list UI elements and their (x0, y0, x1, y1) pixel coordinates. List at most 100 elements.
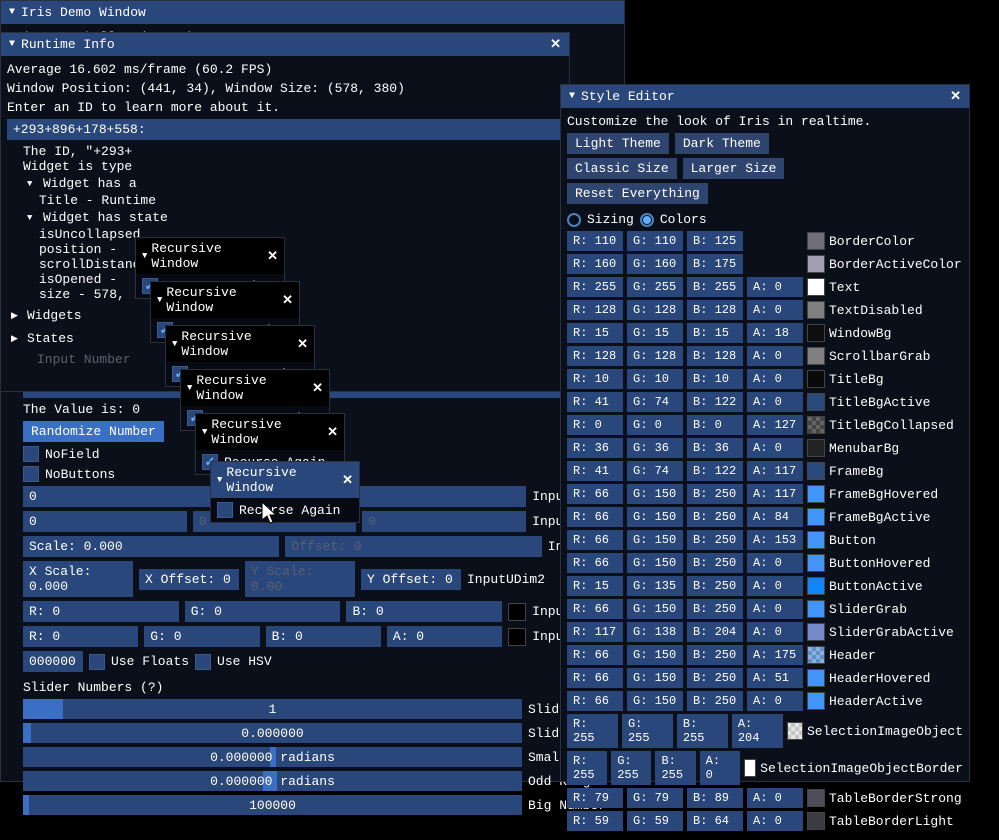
g-field[interactable]: G: 255 (611, 751, 651, 785)
hex-field[interactable]: 000000 (23, 651, 83, 672)
swatch[interactable] (807, 531, 825, 549)
r-field[interactable]: R: 66 (567, 507, 623, 527)
slide-int[interactable]: 1 (23, 699, 522, 719)
g-field[interactable]: G: 135 (627, 576, 683, 596)
nofield-checkbox[interactable] (23, 446, 39, 462)
r-field[interactable]: R: 255 (567, 277, 623, 297)
r-field[interactable]: R: 128 (567, 346, 623, 366)
swatch[interactable] (807, 370, 825, 388)
close-icon[interactable]: ✕ (297, 337, 308, 352)
a-field[interactable]: A: 0 (747, 369, 803, 389)
a-field[interactable]: A: 0 (747, 346, 803, 366)
a-field[interactable]: A: 18 (747, 323, 803, 343)
slide-odd[interactable]: 0.000000 radians (23, 771, 522, 791)
close-icon[interactable]: ✕ (282, 293, 293, 308)
swatch[interactable] (807, 812, 825, 830)
a-field[interactable]: A: 153 (747, 530, 803, 550)
r-field[interactable]: R: 79 (567, 788, 623, 808)
a-field[interactable]: A: 127 (747, 415, 803, 435)
yoffset-field[interactable]: Y Offset: 0 (361, 569, 461, 590)
classic-size-button[interactable]: Classic Size (567, 158, 677, 179)
b-field[interactable]: B: 250 (687, 668, 743, 688)
vec-b-3[interactable]: 0 (362, 511, 526, 532)
runtime-titlebar[interactable]: ▼ Runtime Info ✕ (1, 33, 569, 56)
reset-button[interactable]: Reset Everything (567, 183, 708, 204)
swatch[interactable] (807, 692, 825, 710)
r-field[interactable]: R: 0 (567, 415, 623, 435)
g-field[interactable]: G: 138 (627, 622, 683, 642)
g-field[interactable]: G: 150 (627, 645, 683, 665)
a-field[interactable]: A: 175 (747, 645, 803, 665)
a-field[interactable]: A: 204 (732, 714, 783, 748)
a-field[interactable]: A: 0 (700, 751, 740, 785)
b-field[interactable]: B: 122 (687, 392, 743, 412)
recursive-titlebar[interactable]: ▼ Recursive Window ✕ (166, 326, 314, 362)
r-field[interactable]: R: 160 (567, 254, 623, 274)
yscale-field[interactable]: Y Scale: 0.00 (245, 561, 355, 597)
swatch[interactable] (787, 722, 803, 740)
b-field[interactable]: B: 250 (687, 507, 743, 527)
b-field[interactable]: B: 175 (687, 254, 743, 274)
b-field[interactable]: B: 250 (687, 599, 743, 619)
dark-theme-button[interactable]: Dark Theme (675, 133, 769, 154)
vec-b-1[interactable]: 0 (23, 511, 187, 532)
a-field[interactable]: A: 0 (747, 438, 803, 458)
swatch[interactable] (807, 554, 825, 572)
swatch[interactable] (807, 508, 825, 526)
swatch[interactable] (807, 600, 825, 618)
g-field[interactable]: G: 15 (627, 323, 683, 343)
xscale-field[interactable]: X Scale: 0.000 (23, 561, 133, 597)
b-field[interactable]: B: 125 (687, 231, 743, 251)
a-field[interactable]: A: 117 (747, 461, 803, 481)
swatch[interactable] (807, 789, 825, 807)
randomize-button[interactable]: Randomize Number (23, 421, 164, 442)
b-field[interactable]: B: 36 (687, 438, 743, 458)
r-field[interactable]: R: 66 (567, 599, 623, 619)
a-field[interactable]: A: 51 (747, 668, 803, 688)
g-field[interactable]: G: 150 (627, 484, 683, 504)
a-field[interactable]: A: 0 (747, 392, 803, 412)
r-field[interactable]: R: 110 (567, 231, 623, 251)
slide-small[interactable]: 0.000000 radians (23, 747, 522, 767)
a-field[interactable]: A: 0 (747, 300, 803, 320)
swatch[interactable] (807, 416, 825, 434)
r-field[interactable]: R: 59 (567, 811, 623, 831)
close-icon[interactable]: ✕ (312, 381, 323, 396)
g-field[interactable]: G: 74 (627, 392, 683, 412)
swatch[interactable] (807, 301, 825, 319)
swatch[interactable] (807, 439, 825, 457)
r-field[interactable]: R: 36 (567, 438, 623, 458)
b-field[interactable]: B: 250 (687, 576, 743, 596)
b-field[interactable]: B: 64 (687, 811, 743, 831)
g-field[interactable]: G: 79 (627, 788, 683, 808)
g-field[interactable]: G: 255 (622, 714, 673, 748)
swatch[interactable] (807, 646, 825, 664)
a-field[interactable]: A: 0 (747, 622, 803, 642)
swatch[interactable] (807, 255, 825, 273)
a-field[interactable]: A: 0 (747, 811, 803, 831)
r-field[interactable]: R: 66 (567, 645, 623, 665)
demo-titlebar[interactable]: ▼ Iris Demo Window (1, 1, 624, 24)
use-hsv-checkbox[interactable] (195, 654, 211, 670)
g-field[interactable]: G: 255 (627, 277, 683, 297)
g-field[interactable]: G: 110 (627, 231, 683, 251)
b-field[interactable]: B: 122 (687, 461, 743, 481)
r-field[interactable]: R: 66 (567, 530, 623, 550)
b-field[interactable]: B: 250 (687, 645, 743, 665)
recursive-titlebar[interactable]: ▼ Recursive Window ✕ (151, 282, 299, 318)
g-field[interactable]: G: 59 (627, 811, 683, 831)
g-field[interactable]: G: 36 (627, 438, 683, 458)
r-field[interactable]: R: 66 (567, 668, 623, 688)
scale-field[interactable]: Scale: 0.000 (23, 536, 279, 557)
g-field[interactable]: G: 160 (627, 254, 683, 274)
g-field[interactable]: G: 128 (627, 346, 683, 366)
close-icon[interactable]: ✕ (267, 249, 278, 264)
a-field[interactable]: A: 0 (747, 553, 803, 573)
swatch[interactable] (807, 577, 825, 595)
a-field[interactable]: A: 0 (747, 576, 803, 596)
swatch[interactable] (807, 462, 825, 480)
g-field[interactable]: G: 150 (627, 668, 683, 688)
close-icon[interactable]: ✕ (550, 37, 561, 52)
color4-swatch[interactable] (508, 628, 526, 646)
close-icon[interactable]: ✕ (342, 473, 353, 488)
